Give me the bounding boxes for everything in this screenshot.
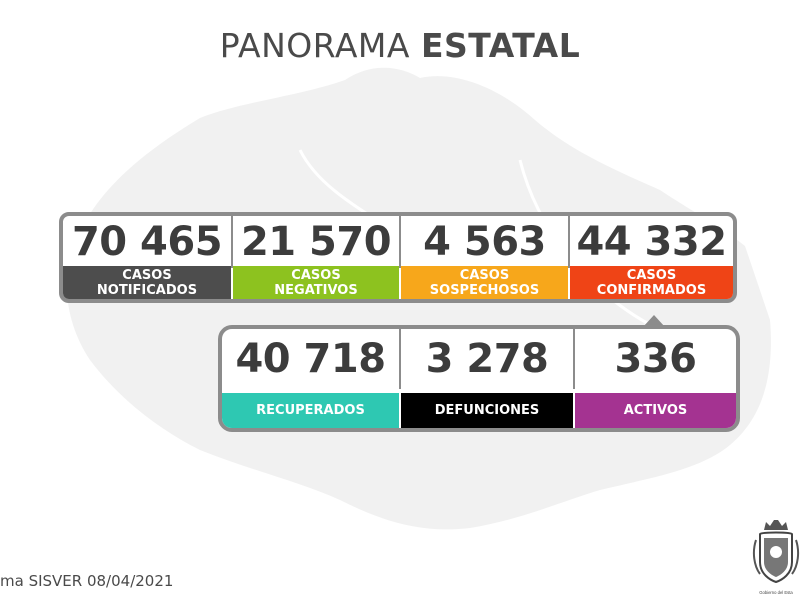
stat-label-line2: SOSPECHOSOS [429,282,540,298]
stat-label-line1: CASOS [626,267,677,283]
divider [399,216,401,268]
cases-summary-panel: 70 465 CASOS NOTIFICADOS 21 570 CASOS NE… [59,212,737,303]
stat-value: 336 [614,336,698,382]
divider [399,329,401,389]
stat-recuperados: 40 718 RECUPERADOS [222,329,399,428]
stat-casos-negativos: 21 570 CASOS NEGATIVOS [233,216,399,299]
stat-activos: 336 ACTIVOS [575,329,736,428]
source-date: ma SISVER 08/04/2021 [0,572,174,590]
stat-label: CASOS CONFIRMADOS [570,266,733,299]
stat-casos-confirmados: 44 332 CASOS CONFIRMADOS [570,216,733,299]
stat-label-line2: CONFIRMADOS [596,282,707,298]
stat-label-line2: NOTIFICADOS [96,282,198,298]
title-bold: ESTATAL [420,26,581,65]
title-light: PANORAMA [219,26,410,65]
panel-pointer [643,315,665,327]
stat-value: 44 332 [576,219,727,265]
stat-value: 4 563 [423,219,546,265]
stat-label-line1: CASOS [122,267,172,283]
confirmed-breakdown-panel: 40 718 RECUPERADOS 3 278 DEFUNCIONES 336… [218,325,740,432]
page-title: PANORAMA ESTATAL [0,26,800,65]
stat-label: CASOS SOSPECHOSOS [401,266,568,299]
stat-label: ACTIVOS [575,393,736,428]
stat-label: CASOS NOTIFICADOS [63,266,231,299]
divider [573,329,575,389]
divider [231,216,233,268]
stat-label-line1: CASOS [291,267,341,283]
stat-value: 40 718 [235,336,386,382]
stat-casos-notificados: 70 465 CASOS NOTIFICADOS [63,216,231,299]
stat-casos-sospechosos: 4 563 CASOS SOSPECHOSOS [401,216,568,299]
divider [568,216,570,268]
stat-value: 70 465 [71,219,223,265]
stat-value: 21 570 [240,219,392,265]
state-seal-logo: Gobierno del Esta [752,520,800,595]
stat-defunciones: 3 278 DEFUNCIONES [401,329,573,428]
stat-label: DEFUNCIONES [401,393,573,428]
stat-value: 3 278 [425,336,549,382]
stat-label-line1: CASOS [459,267,510,283]
stat-label: CASOS NEGATIVOS [233,266,399,299]
stat-label: RECUPERADOS [222,393,399,428]
seal-caption: Gobierno del Esta [759,590,793,595]
stat-label-line2: NEGATIVOS [274,282,358,298]
